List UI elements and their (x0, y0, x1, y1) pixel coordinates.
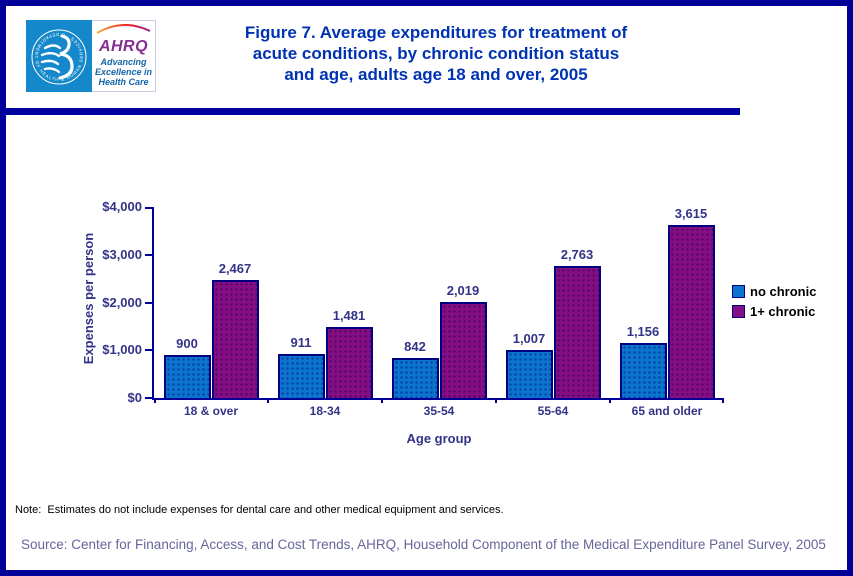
bar-no-chronic (277, 354, 325, 398)
chart-legend: no chronic 1+ chronic (732, 283, 816, 323)
x-axis-tick (381, 398, 383, 403)
y-axis-tick-label: $2,000 (102, 294, 142, 310)
bar-1-chronic (667, 225, 715, 398)
source-text: Source: Center for Financing, Access, an… (21, 537, 826, 552)
bar-value-label: 2,467 (218, 261, 252, 276)
y-axis-tick-label: $1,000 (102, 342, 142, 358)
ahrq-logo-panel: AHRQ Advancing Excellence in Health Care (92, 20, 156, 92)
bar-chart-plot-area: Expenses per person Age group $0 $1,000 $2… (81, 199, 724, 446)
figure-title: Figure 7. Average expenditures for treat… (156, 22, 716, 85)
ahrq-tagline-line: Excellence in (94, 67, 153, 77)
bar-value-label: 1,156 (626, 324, 660, 339)
bar-1-chronic (325, 327, 373, 398)
ahrq-tagline: Advancing Excellence in Health Care (92, 57, 155, 87)
y-axis-tick (145, 397, 152, 399)
bar-no-chronic (505, 350, 553, 398)
bar-value-label: 1,007 (512, 331, 546, 346)
bar-value-label: 842 (404, 339, 426, 354)
y-axis-tick (145, 207, 152, 209)
ahrq-acronym: AHRQ (98, 38, 149, 55)
bar-value-label: 900 (176, 336, 198, 351)
ahrq-hhs-logo: DEPARTMENT OF HEALTH & HUMAN SERVICES · … (24, 16, 157, 92)
legend-item-no-chronic: no chronic (732, 283, 816, 299)
y-axis-tick-label: $3,000 (102, 246, 142, 262)
bar-no-chronic (391, 358, 439, 398)
hhs-seal-panel: DEPARTMENT OF HEALTH & HUMAN SERVICES · … (24, 16, 92, 92)
hhs-eagle-icon: DEPARTMENT OF HEALTH & HUMAN SERVICES · … (24, 16, 92, 92)
bar-no-chronic (163, 355, 211, 398)
header-divider-rule (6, 108, 740, 115)
bar-1-chronic (211, 280, 259, 398)
note-text: Note: Estimates do not include expenses … (15, 504, 504, 516)
legend-label: no chronic (750, 283, 817, 299)
y-axis-tick-label: $0 (127, 390, 142, 405)
x-axis-title: Age group (406, 431, 472, 446)
legend-swatch-no-chronic-icon (732, 284, 745, 298)
x-axis-tick (609, 398, 611, 403)
bar-value-label: 2,019 (446, 283, 480, 298)
figure-title-line: Figure 7. Average expenditures for treat… (244, 23, 628, 42)
bar-value-label: 911 (290, 335, 312, 350)
y-axis-tick (145, 301, 152, 304)
x-axis-tick (495, 398, 497, 403)
ahrq-rainbow-arc-icon (96, 24, 151, 34)
bar-1-chronic (439, 302, 487, 398)
x-axis-tick (154, 398, 156, 403)
y-axis-tick (145, 253, 152, 256)
bar-value-label: 1,481 (332, 308, 366, 323)
x-axis-category-label: 35-54 (423, 404, 455, 418)
bar-value-label: 3,615 (674, 206, 708, 221)
bar-value-label: 2,763 (560, 247, 594, 262)
x-axis-category-label: 65 and older (631, 404, 703, 418)
x-axis-category-label: 55-64 (537, 404, 569, 418)
bar-no-chronic (619, 343, 667, 398)
y-axis-tick-label: $4,000 (102, 199, 142, 214)
x-axis-tick (722, 398, 724, 403)
x-axis-category-label: 18 & over (183, 404, 239, 418)
bar-1-chronic (553, 266, 601, 398)
ahrq-tagline-line: Health Care (98, 77, 149, 87)
legend-label: 1+ chronic (750, 303, 816, 319)
x-axis-tick (267, 398, 269, 403)
x-axis-category-label: 18-34 (309, 404, 341, 418)
ahrq-tagline-line: Advancing (100, 57, 147, 67)
legend-swatch-1plus-chronic-icon (732, 304, 745, 318)
legend-item-1plus-chronic: 1+ chronic (732, 303, 816, 319)
y-axis-tick (145, 349, 152, 352)
figure-title-line: and age, adults age 18 and over, 2005 (284, 65, 588, 84)
figure-title-line: acute conditions, by chronic condition s… (252, 44, 620, 63)
